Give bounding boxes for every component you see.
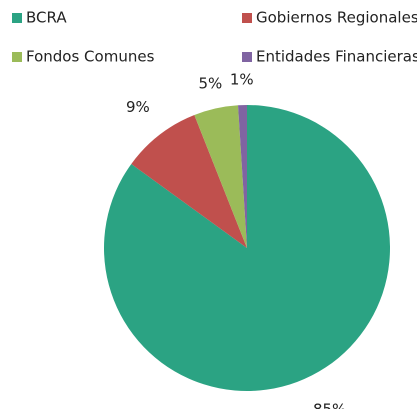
legend-swatch [242, 52, 252, 62]
data-label: 1% [230, 71, 254, 89]
legend-swatch [242, 13, 252, 23]
legend-label: BCRA [26, 9, 67, 27]
data-label: 5% [198, 75, 222, 93]
data-label: 9% [126, 98, 150, 116]
legend-swatch [12, 52, 22, 62]
data-label: 85% [313, 401, 346, 409]
legend-label: Entidades Financieras [256, 48, 417, 66]
pie-slice [131, 115, 247, 248]
legend-swatch [12, 13, 22, 23]
legend-label: Gobiernos Regionales [256, 9, 417, 27]
pie-slice [194, 105, 247, 248]
legend-label: Fondos Comunes [26, 48, 155, 66]
pie-slice [103, 105, 391, 391]
pie-slice [238, 105, 247, 248]
